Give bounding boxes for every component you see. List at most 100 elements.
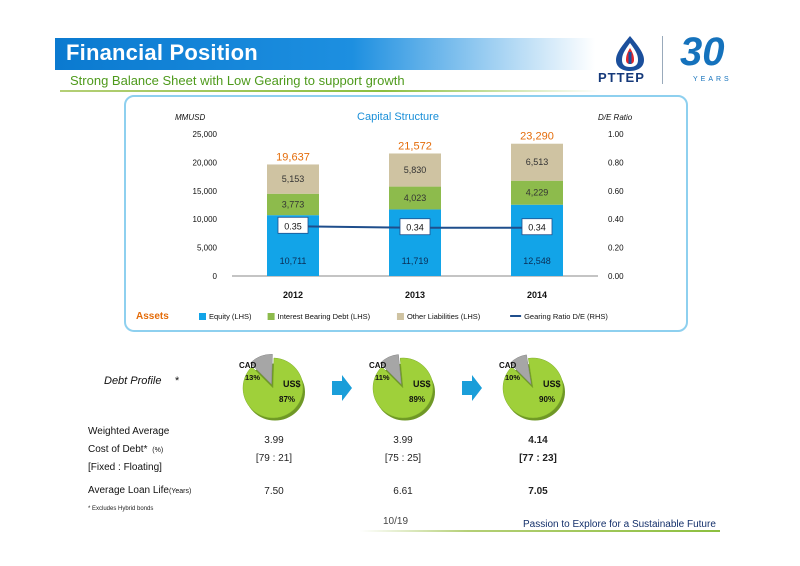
pie-cad-label: CAD	[369, 361, 387, 370]
y2-tick-label: 0.80	[608, 158, 624, 167]
gearing-label-box	[521, 218, 553, 236]
debt-profile-label: Debt Profile *	[104, 375, 179, 387]
slogan: Passion to Explore for a Sustainable Fut…	[523, 519, 716, 530]
chart-title: Capital Structure	[357, 111, 439, 123]
pie-cad-label: CAD	[239, 361, 257, 370]
page-number: 10/19	[383, 516, 409, 527]
gearing-ratio-label: 0.34	[406, 223, 424, 233]
pie-slice-cad	[379, 354, 402, 386]
loan-life-label: Average Loan Life(Years)	[88, 485, 191, 496]
y-tick-label: 25,000	[193, 130, 218, 139]
bar-value-label: 12,548	[523, 256, 551, 266]
wacd-2013: 3.99	[393, 435, 413, 446]
pie-slice-cad	[249, 354, 273, 385]
bar-segment	[511, 180, 563, 205]
pie-usd-label: US$	[413, 379, 431, 389]
debt-profile-asterisk: *	[174, 375, 179, 387]
legend-label: Gearing Ratio D/E (RHS)	[524, 312, 608, 321]
header-divider	[60, 90, 600, 92]
bar-value-label: 5,153	[282, 174, 305, 184]
bar-total-label: 23,290	[520, 131, 554, 143]
bar-total-label: 19,637	[276, 151, 310, 163]
arrow-right-icon	[332, 375, 352, 401]
legend-label: Equity (LHS)	[209, 312, 252, 321]
anniversary-label: YEARS	[693, 76, 732, 83]
page-subtitle: Strong Balance Sheet with Low Gearing to…	[70, 73, 405, 88]
pie-slice-usd	[372, 357, 434, 419]
gearing-label-box	[399, 218, 431, 236]
y-tick-label: 20,000	[193, 158, 218, 167]
wacd-label-line1: Weighted Average	[88, 426, 170, 437]
debt-profile-pies: CAD 13% US$ 87% CAD 11% US$ 89% CAD 10% US$ 90%	[239, 354, 565, 421]
legend-swatch	[267, 313, 275, 320]
legend-label: Interest Bearing Debt (LHS)	[278, 312, 371, 321]
loan-life-2013: 6.61	[393, 486, 413, 497]
pttep-logo-icon	[616, 36, 644, 71]
bar-value-label: 5,830	[404, 165, 427, 175]
y-tick-label: 10,000	[193, 215, 218, 224]
wacd-2014: 4.14	[528, 435, 548, 446]
legend-label: Other Liabilities (LHS)	[407, 312, 481, 321]
pie-cad-value: 11%	[375, 373, 390, 382]
y-tick-label: 15,000	[193, 187, 218, 196]
bar-value-label: 4,229	[526, 188, 549, 198]
loan-life-text: Average Loan Life	[88, 485, 169, 496]
pie-cad-value: 13%	[245, 373, 260, 382]
wacd-2012: 3.99	[264, 435, 284, 446]
pie-cad-label: CAD	[499, 361, 517, 370]
y2-tick-label: 0.60	[608, 187, 624, 196]
bar-total-label: 21,572	[398, 140, 432, 152]
bar-segment	[511, 143, 563, 181]
y2-tick-label: 0.00	[608, 272, 624, 281]
footnote: * Excludes Hybrid bonds	[88, 506, 154, 512]
footer-divider	[360, 530, 720, 532]
wacd-unit: (%)	[152, 447, 164, 454]
bar-segment	[389, 186, 441, 210]
fixed-floating-2014: [77 : 23]	[519, 453, 557, 464]
pie-usd-label: US$	[543, 379, 561, 389]
brand-divider	[662, 36, 663, 84]
pie-cad-value: 10%	[505, 373, 520, 382]
bar-value-label: 10,711	[280, 256, 307, 266]
pie-slice-usd	[242, 357, 304, 419]
bar-value-label: 4,023	[404, 193, 427, 203]
legend-swatch	[199, 313, 206, 320]
y2-tick-label: 1.00	[608, 130, 624, 139]
gearing-label-box	[277, 216, 309, 234]
loan-life-2014: 7.05	[528, 486, 548, 497]
pie-slice-cad	[509, 354, 532, 386]
bar-segment	[267, 164, 319, 194]
y2-axis-label: D/E Ratio	[598, 113, 633, 122]
x-tick-label: 2013	[405, 290, 425, 300]
gearing-ratio-label: 0.35	[284, 221, 302, 231]
wacd-label-text: Cost of Debt*	[88, 444, 148, 455]
fixed-floating-label: [Fixed : Floating]	[88, 462, 162, 473]
fixed-floating-2013: [75 : 25]	[384, 453, 422, 464]
debt-profile-text: Debt Profile	[104, 375, 162, 387]
x-tick-label: 2014	[527, 290, 547, 300]
pie-slice-usd	[502, 357, 564, 419]
bar-segment	[267, 193, 319, 216]
pie-usd-value: 89%	[409, 395, 425, 404]
y-tick-label: 5,000	[197, 244, 218, 253]
legend-swatch	[396, 313, 404, 320]
legend-title: Assets	[136, 311, 169, 322]
y2-tick-label: 0.40	[608, 215, 624, 224]
title-bar	[55, 38, 595, 70]
pie-usd-value: 90%	[539, 395, 555, 404]
x-tick-label: 2012	[283, 290, 303, 300]
page-title: Financial Position	[66, 40, 258, 65]
y-axis-label: MMUSD	[175, 113, 205, 122]
wacd-label-line2: Cost of Debt* (%)	[88, 444, 163, 455]
arrow-right-icon	[462, 375, 482, 401]
loan-life-2012: 7.50	[264, 486, 284, 497]
loan-life-unit: (Years)	[169, 488, 192, 495]
bar-value-label: 6,513	[526, 157, 549, 167]
y2-tick-label: 0.20	[608, 244, 624, 253]
bar-segment	[511, 204, 563, 276]
bar-value-label: 3,773	[282, 199, 305, 209]
y-tick-label: 0	[213, 272, 218, 281]
bar-value-label: 11,719	[402, 256, 429, 266]
brand-name: PTTEP	[598, 70, 645, 85]
anniversary-number: 30	[680, 30, 725, 74]
